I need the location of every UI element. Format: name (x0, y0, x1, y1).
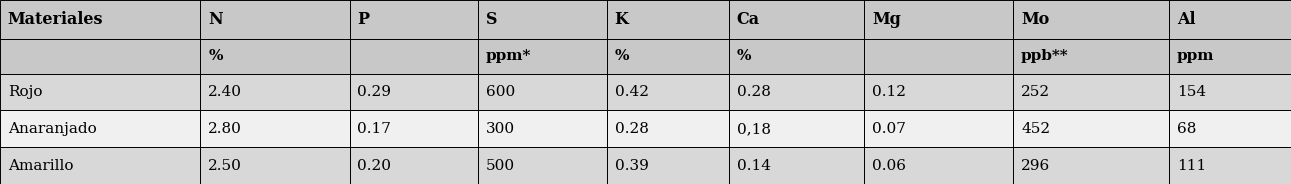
Text: %: % (208, 49, 223, 63)
Text: 0.17: 0.17 (358, 122, 391, 136)
Text: K: K (615, 11, 629, 28)
Text: Amarillo: Amarillo (8, 159, 74, 173)
Text: 0.39: 0.39 (615, 159, 648, 173)
Bar (1013, 147, 1170, 184)
Bar (1013, 110, 1170, 147)
Text: 500: 500 (485, 159, 515, 173)
Text: 300: 300 (485, 122, 515, 136)
Bar (1013, 74, 1170, 110)
Bar (729, 74, 864, 110)
Bar (200, 39, 350, 74)
Bar (607, 0, 729, 39)
Bar (1170, 39, 1291, 74)
Text: ppb**: ppb** (1021, 49, 1069, 63)
Bar (200, 0, 350, 39)
Text: 0.29: 0.29 (358, 85, 391, 99)
Bar (864, 110, 1013, 147)
Bar (350, 0, 478, 39)
Text: Ca: Ca (737, 11, 759, 28)
Bar (350, 147, 478, 184)
Text: 2.50: 2.50 (208, 159, 243, 173)
Bar (0, 110, 200, 147)
Bar (0, 39, 200, 74)
Text: 296: 296 (1021, 159, 1051, 173)
Text: ppm: ppm (1177, 49, 1215, 63)
Bar (607, 147, 729, 184)
Bar (200, 110, 350, 147)
Text: 0,18: 0,18 (737, 122, 771, 136)
Text: ppm*: ppm* (485, 49, 532, 63)
Bar (478, 39, 607, 74)
Bar (200, 74, 350, 110)
Text: 0.28: 0.28 (737, 85, 771, 99)
Bar (1013, 39, 1170, 74)
Bar (350, 39, 478, 74)
Bar (350, 74, 478, 110)
Bar (1170, 0, 1291, 39)
Bar (200, 147, 350, 184)
Text: 154: 154 (1177, 85, 1206, 99)
Text: P: P (358, 11, 369, 28)
Text: 0.12: 0.12 (871, 85, 906, 99)
Bar (864, 74, 1013, 110)
Bar (478, 147, 607, 184)
Bar (1013, 0, 1170, 39)
Text: N: N (208, 11, 223, 28)
Text: S: S (485, 11, 497, 28)
Bar (607, 39, 729, 74)
Bar (864, 0, 1013, 39)
Text: Al: Al (1177, 11, 1195, 28)
Bar (864, 147, 1013, 184)
Text: 0.28: 0.28 (615, 122, 648, 136)
Text: %: % (615, 49, 629, 63)
Text: Materiales: Materiales (8, 11, 103, 28)
Bar (729, 110, 864, 147)
Bar (0, 74, 200, 110)
Bar (0, 0, 200, 39)
Text: 2.40: 2.40 (208, 85, 243, 99)
Bar (729, 39, 864, 74)
Text: %: % (737, 49, 751, 63)
Bar (1170, 110, 1291, 147)
Bar (864, 39, 1013, 74)
Text: Mg: Mg (871, 11, 901, 28)
Bar (607, 74, 729, 110)
Text: 0.07: 0.07 (871, 122, 906, 136)
Text: 252: 252 (1021, 85, 1050, 99)
Text: 452: 452 (1021, 122, 1050, 136)
Bar (607, 110, 729, 147)
Bar (350, 110, 478, 147)
Text: 0.42: 0.42 (615, 85, 648, 99)
Bar (1170, 74, 1291, 110)
Text: Mo: Mo (1021, 11, 1050, 28)
Text: 600: 600 (485, 85, 515, 99)
Text: 68: 68 (1177, 122, 1197, 136)
Text: 2.80: 2.80 (208, 122, 243, 136)
Bar (729, 147, 864, 184)
Text: Rojo: Rojo (8, 85, 43, 99)
Bar (478, 0, 607, 39)
Text: 111: 111 (1177, 159, 1206, 173)
Bar (1170, 147, 1291, 184)
Bar (729, 0, 864, 39)
Bar (478, 74, 607, 110)
Bar (478, 110, 607, 147)
Text: 0.20: 0.20 (358, 159, 391, 173)
Text: 0.14: 0.14 (737, 159, 771, 173)
Text: 0.06: 0.06 (871, 159, 906, 173)
Text: Anaranjado: Anaranjado (8, 122, 97, 136)
Bar (0, 147, 200, 184)
